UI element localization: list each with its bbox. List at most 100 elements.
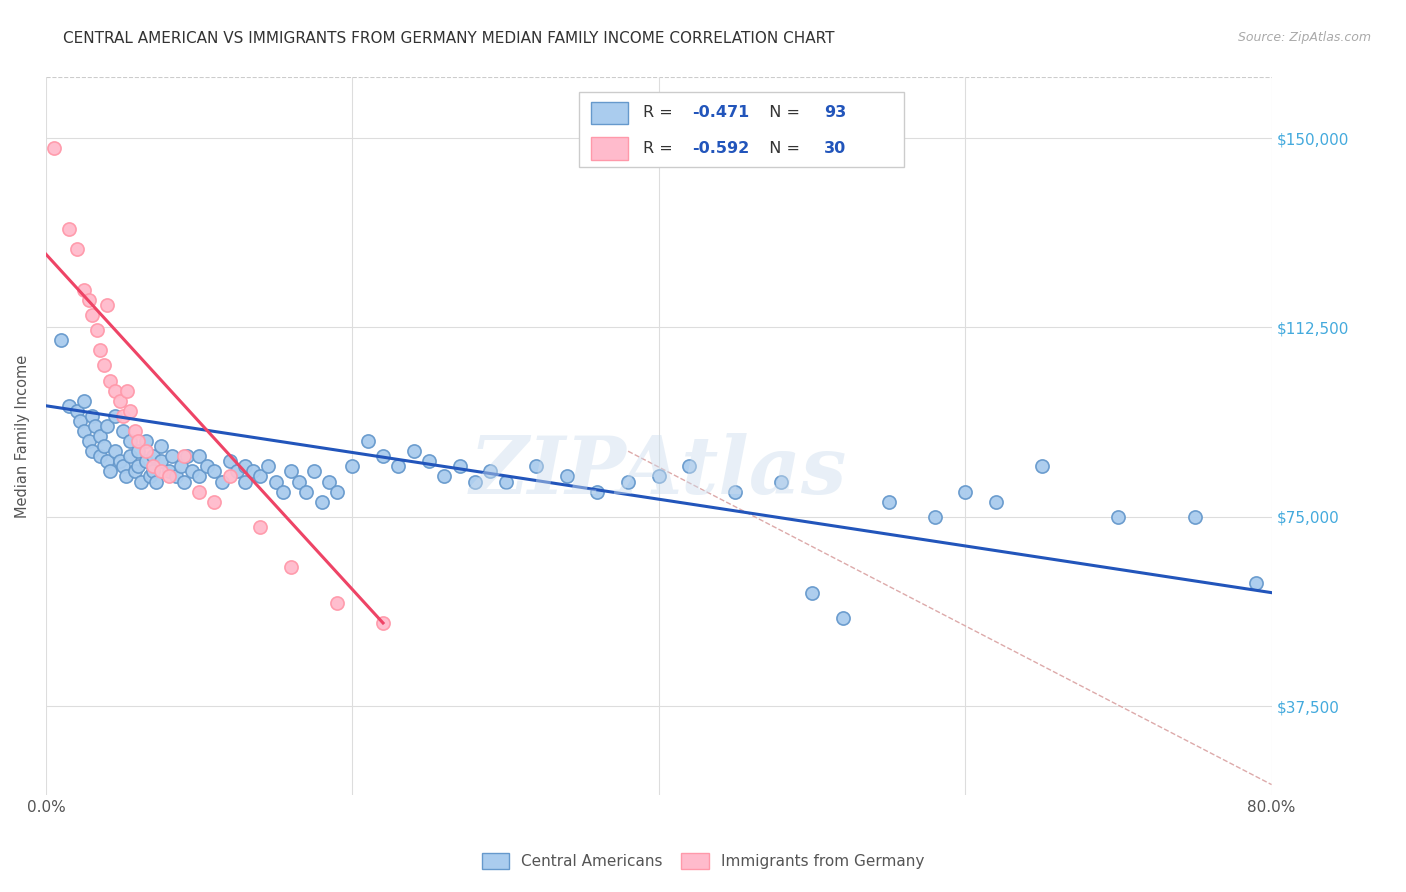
Point [586,484,609,499]
Point [80,444,103,458]
Point [249,469,271,483]
Point [801,585,824,599]
Point [77,293,100,307]
Point [149,439,172,453]
Point [149,465,172,479]
Point [924,509,946,524]
Point [295,484,318,499]
Point [149,454,172,468]
Point [318,475,340,489]
Point [173,475,195,489]
Point [145,475,167,489]
Point [160,450,183,464]
Point [555,469,578,483]
Point [357,434,380,449]
Point [73,424,96,438]
Point [135,444,157,458]
Point [170,459,193,474]
Point [69,414,91,428]
Point [111,409,134,423]
Point [280,560,302,574]
Point [233,459,256,474]
Point [80,308,103,322]
Point [402,444,425,458]
Point [464,475,486,489]
Point [135,434,157,449]
Point [73,283,96,297]
Point [495,475,517,489]
Point [311,494,333,508]
Point [114,469,136,483]
Point [273,484,295,499]
Point [51,333,73,347]
Point [96,419,118,434]
Point [449,459,471,474]
Point [65,242,87,256]
Point [188,484,211,499]
Text: 30: 30 [824,141,846,156]
Point [108,454,131,468]
Point [139,469,162,483]
Point [129,475,152,489]
FancyBboxPatch shape [592,102,628,124]
Point [98,374,121,388]
Point [176,450,198,464]
FancyBboxPatch shape [579,92,904,167]
Point [188,450,211,464]
Point [226,465,249,479]
Point [142,465,165,479]
Point [127,459,149,474]
Point [287,475,309,489]
Point [104,384,127,398]
Point [142,459,165,474]
Point [371,450,394,464]
Point [770,475,793,489]
Point [165,469,187,483]
Point [1184,509,1206,524]
Text: R =: R = [643,141,678,156]
Point [111,424,134,438]
Point [111,459,134,474]
Text: ZIPAtlas: ZIPAtlas [470,434,848,511]
Point [617,475,640,489]
Point [371,615,394,630]
Y-axis label: Median Family Income: Median Family Income [15,354,30,517]
Legend: Central Americans, Immigrants from Germany: Central Americans, Immigrants from Germa… [475,847,931,875]
Point [433,469,456,483]
Text: 93: 93 [824,105,846,120]
Text: -0.592: -0.592 [692,141,749,156]
Point [120,404,142,418]
Point [257,459,280,474]
Point [342,459,364,474]
Point [42,141,65,155]
Point [831,611,853,625]
Point [124,465,146,479]
Point [326,484,349,499]
Point [326,596,349,610]
Point [264,475,287,489]
Point [124,424,146,438]
Point [242,465,264,479]
Point [280,465,302,479]
Point [104,444,127,458]
Text: N =: N = [759,105,806,120]
Point [65,404,87,418]
Point [77,434,100,449]
Point [1107,509,1129,524]
Point [418,454,440,468]
Point [89,343,111,358]
Point [127,444,149,458]
Point [877,494,900,508]
Point [953,484,976,499]
Text: -0.471: -0.471 [692,105,749,120]
Point [98,465,121,479]
Point [115,384,138,398]
Point [96,454,118,468]
Text: CENTRAL AMERICAN VS IMMIGRANTS FROM GERMANY MEDIAN FAMILY INCOME CORRELATION CHA: CENTRAL AMERICAN VS IMMIGRANTS FROM GERM… [63,31,835,46]
Point [58,222,80,236]
Point [218,454,240,468]
Point [724,484,747,499]
Text: Source: ZipAtlas.com: Source: ZipAtlas.com [1237,31,1371,45]
Point [89,450,111,464]
Point [89,429,111,443]
